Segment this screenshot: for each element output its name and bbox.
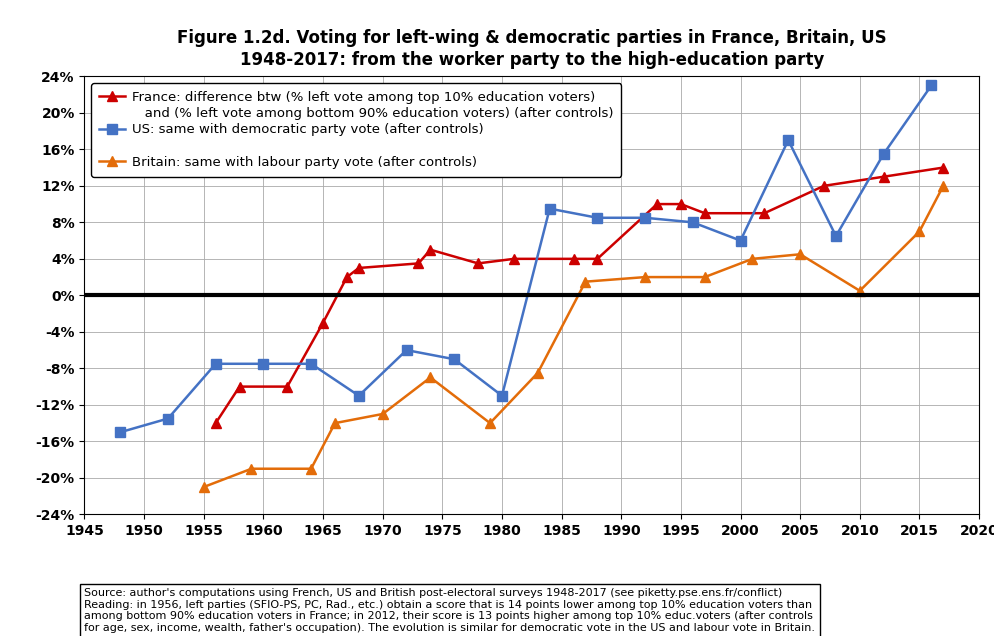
Text: Source: author's computations using French, US and British post-electoral survey: Source: author's computations using Fren… [84, 588, 815, 633]
Legend: France: difference btw (% left vote among top 10% education voters),    and (% l: France: difference btw (% left vote amon… [91, 83, 621, 177]
Title: Figure 1.2d. Voting for left-wing & democratic parties in France, Britain, US
19: Figure 1.2d. Voting for left-wing & demo… [177, 29, 887, 69]
